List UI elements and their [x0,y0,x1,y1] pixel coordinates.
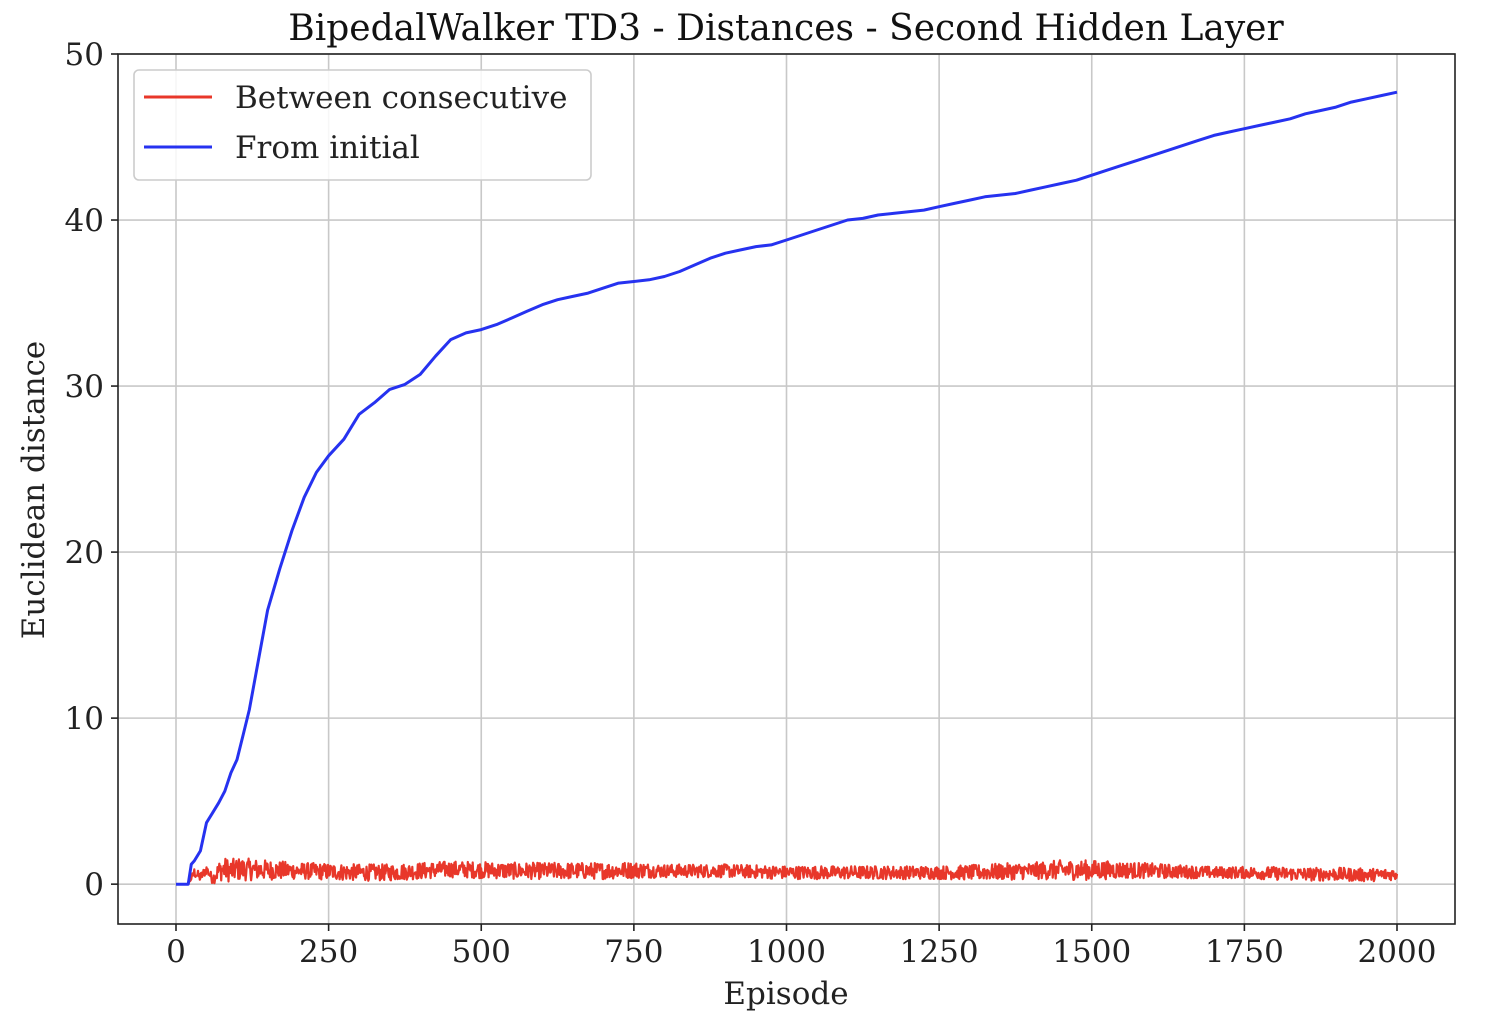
y-tick-label: 0 [84,867,104,903]
chart-title: BipedalWalker TD3 - Distances - Second H… [288,8,1284,49]
x-tick-label: 250 [299,934,358,970]
y-tick-label: 20 [65,535,104,571]
x-tick-label: 1750 [1205,934,1284,970]
x-tick-label: 2000 [1358,934,1437,970]
legend-box [133,69,592,181]
legend-label-between-consecutive: Between consecutive [235,80,567,116]
y-tick-label: 50 [65,37,104,73]
x-tick-label: 1250 [900,934,979,970]
x-tick-label: 500 [452,934,511,970]
x-tick-label: 0 [166,934,186,970]
y-tick-label: 40 [65,203,104,239]
series-line-between-consecutive [175,857,1399,886]
x-tick-label: 1500 [1052,934,1131,970]
series-layer [175,90,1399,886]
x-tick-label: 1000 [747,934,826,970]
y-tick-label: 10 [65,701,104,737]
y-tick-label: 30 [65,369,104,405]
y-axis-title: Euclidean distance [16,341,52,640]
x-axis-title: Episode [723,976,848,1012]
legend-label-from-initial: From initial [235,130,420,166]
ticks: 0 250 500 750 1000 1250 1500 1750 2000 0 10 20 30 40 5… [65,37,1437,970]
x-tick-label: 750 [604,934,663,970]
legend: Between consecutive From initial [133,69,592,181]
series-line-from-initial [176,90,1398,886]
